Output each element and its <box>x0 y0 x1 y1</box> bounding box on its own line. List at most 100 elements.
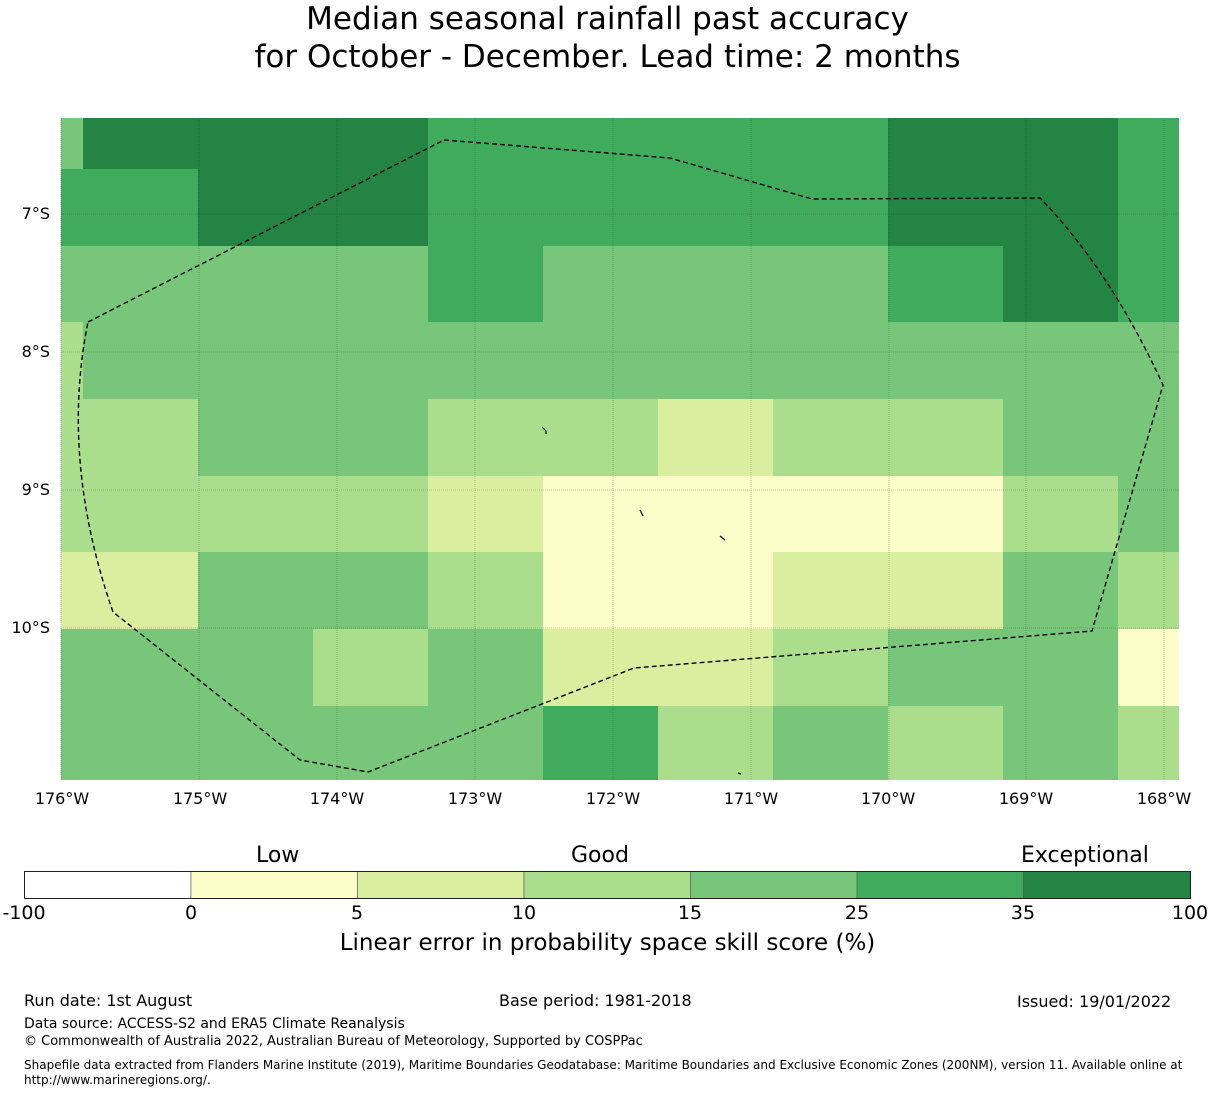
skill-cell <box>658 118 773 169</box>
skill-cell <box>313 118 428 169</box>
skill-cell <box>888 552 1003 629</box>
skill-cell <box>83 246 198 322</box>
island-mark <box>639 509 644 517</box>
skill-cell <box>658 322 773 399</box>
skill-cell <box>198 169 313 246</box>
lon-label-170w: 170°W <box>860 789 916 808</box>
skill-cell <box>888 706 1003 780</box>
skill-cell <box>83 476 198 552</box>
skill-cell <box>658 706 773 780</box>
skill-cell <box>61 629 83 706</box>
skill-cell <box>428 399 543 476</box>
colorbar <box>24 871 1191 899</box>
skill-cell <box>1118 552 1179 629</box>
skill-cell <box>1003 399 1118 476</box>
map-title: Median seasonal rainfall past accuracy f… <box>0 0 1215 76</box>
skill-cell <box>428 246 543 322</box>
skill-cell <box>83 552 198 629</box>
skill-cell <box>543 169 658 246</box>
island-mark <box>737 772 742 775</box>
skill-cell <box>428 476 543 552</box>
skill-cell <box>773 706 888 780</box>
skill-cell <box>888 169 1003 246</box>
skill-cell <box>83 118 198 169</box>
colorbar-segment <box>190 871 358 899</box>
map-title-line-2: for October - December. Lead time: 2 mon… <box>254 39 961 75</box>
lon-label-171w: 171°W <box>723 789 779 808</box>
skill-cell <box>888 399 1003 476</box>
colorbar-tick: 15 <box>677 902 703 924</box>
skill-cell <box>61 399 83 476</box>
colorbar-tick: 35 <box>1010 902 1036 924</box>
skill-cell <box>198 118 313 169</box>
skill-cell <box>543 552 658 629</box>
skill-cell <box>198 706 313 780</box>
run-date: Run date: 1st August <box>24 991 193 1010</box>
skill-cell <box>658 246 773 322</box>
skill-cell <box>658 399 773 476</box>
skill-cell <box>83 399 198 476</box>
skill-cell <box>888 629 1003 706</box>
colorbar-tick: 25 <box>844 902 870 924</box>
lat-label-7s: 7°S <box>21 204 50 223</box>
skill-cell <box>61 169 83 246</box>
skill-cell <box>61 706 83 780</box>
skill-cell <box>773 169 888 246</box>
eez-boundary <box>77 139 1164 773</box>
skill-cell <box>198 399 313 476</box>
colorbar-segment <box>690 871 858 899</box>
skill-cell <box>888 476 1003 552</box>
skill-cell <box>888 246 1003 322</box>
skill-cell <box>313 706 428 780</box>
colorbar-category-exceptional: Exceptional <box>1021 843 1149 868</box>
skill-cell <box>658 552 773 629</box>
skill-cell <box>198 552 313 629</box>
skill-cell <box>83 322 198 399</box>
skill-cell <box>61 118 83 169</box>
skill-cell <box>543 118 658 169</box>
skill-cell <box>543 246 658 322</box>
skill-cell <box>773 246 888 322</box>
skill-cell <box>773 476 888 552</box>
skill-cell <box>313 476 428 552</box>
shapefile-credit: Shapefile data extracted from Flanders M… <box>24 1058 1183 1087</box>
skill-cell <box>428 706 543 780</box>
skill-cell <box>773 629 888 706</box>
skill-cell <box>1118 118 1179 169</box>
skill-cell <box>313 399 428 476</box>
skill-cell <box>658 169 773 246</box>
lon-label-173w: 173°W <box>447 789 503 808</box>
lon-label-168w: 168°W <box>1136 789 1192 808</box>
skill-cell <box>773 399 888 476</box>
skill-cell <box>1003 629 1118 706</box>
skill-cell <box>658 476 773 552</box>
lon-label-175w: 175°W <box>172 789 228 808</box>
colorbar-tick: 5 <box>350 902 364 924</box>
lat-label-8s: 8°S <box>21 342 50 361</box>
island-mark <box>541 426 547 434</box>
skill-cell <box>1003 169 1118 246</box>
skill-cell <box>543 399 658 476</box>
skill-cell <box>1003 118 1118 169</box>
skill-cell <box>658 629 773 706</box>
lat-label-9s: 9°S <box>21 480 50 499</box>
map-title-line-1: Median seasonal rainfall past accuracy <box>306 1 909 37</box>
skill-cell <box>543 322 658 399</box>
skill-cell <box>313 552 428 629</box>
skill-grid-cells <box>61 118 1179 780</box>
skill-cell <box>1118 629 1179 706</box>
skill-cell <box>198 476 313 552</box>
skill-cell <box>83 629 198 706</box>
skill-cell <box>543 476 658 552</box>
skill-cell <box>83 169 198 246</box>
skill-cell <box>1003 476 1118 552</box>
skill-cell <box>198 246 313 322</box>
skill-cell <box>888 322 1003 399</box>
skill-cell <box>1118 322 1179 399</box>
skill-cell <box>313 169 428 246</box>
skill-cell <box>543 629 658 706</box>
skill-cell <box>1003 322 1118 399</box>
lon-label-174w: 174°W <box>309 789 365 808</box>
skill-cell <box>888 118 1003 169</box>
island-mark <box>719 535 726 541</box>
